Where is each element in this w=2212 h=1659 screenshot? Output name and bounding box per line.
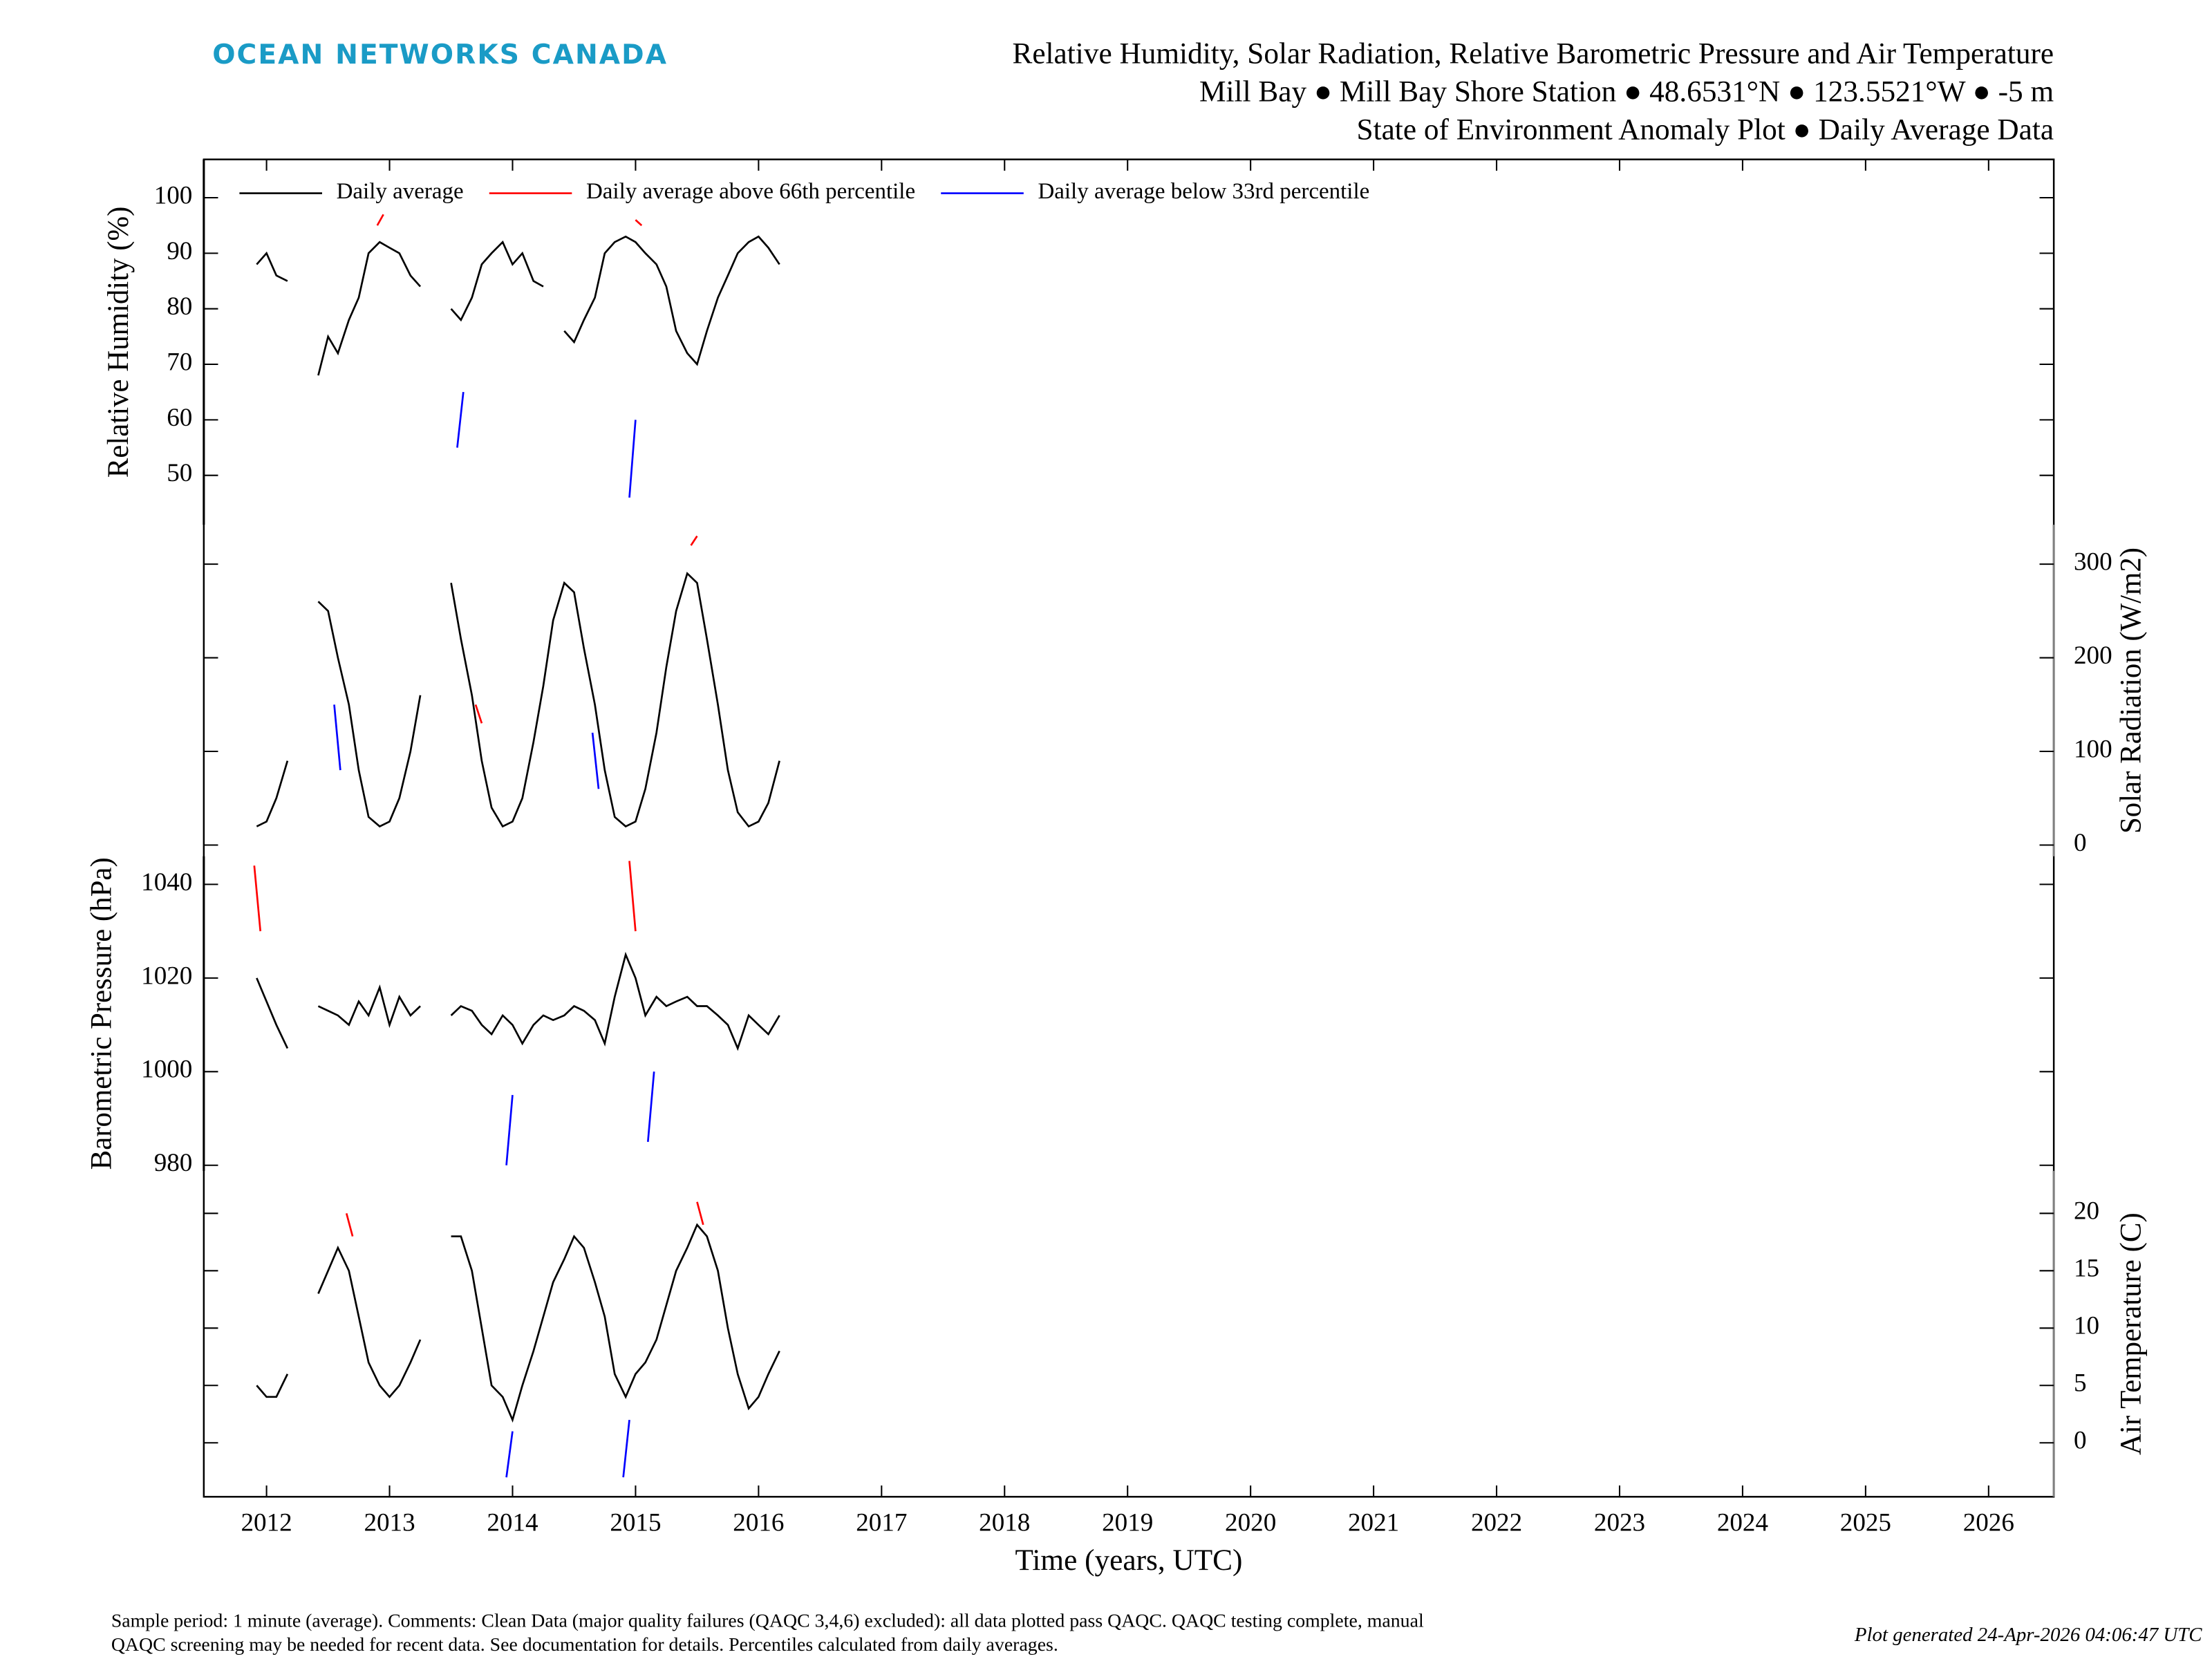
subtitle: State of Environment Anomaly Plot ● Dail… [1357,114,2054,147]
generated-note: Plot generated 24-Apr-2026 04:06:47 UTC [1854,1624,2202,1646]
x-tick-label: 2023 [1594,1508,1645,1537]
series-line [256,572,780,828]
y-tick-label: 10 [2074,1311,2099,1340]
y-tick-label: 980 [154,1148,193,1177]
series-line [256,951,780,1051]
x-tick-label: 2022 [1471,1508,1522,1537]
x-tick-label: 2021 [1348,1508,1399,1537]
x-tick-label: 2025 [1840,1508,1891,1537]
x-tick-label: 2015 [610,1508,661,1537]
x-tick-label: 2012 [241,1508,292,1537]
legend-label: Daily average [337,179,464,204]
y-axis-label: Relative Humidity (%) [102,207,135,478]
x-tick-label: 2020 [1225,1508,1276,1537]
y-tick-label: 200 [2074,641,2112,669]
x-tick-label: 2024 [1717,1508,1768,1537]
footer-note: QAQC screening may be needed for recent … [111,1633,1058,1655]
y-tick-label: 0 [2074,828,2087,856]
legend-label: Daily average above 66th percentile [586,179,915,204]
y-tick-label: 80 [167,292,192,320]
y-tick-label: 5 [2074,1369,2087,1397]
y-tick-label: 60 [167,403,192,431]
x-tick-label: 2019 [1102,1508,1153,1537]
series-line [505,1419,630,1478]
y-tick-label: 15 [2074,1254,2099,1282]
y-axis-label: Solar Radiation (W/m2) [2115,547,2147,834]
subtitle: Mill Bay ● Mill Bay Shore Station ● 48.6… [1199,76,2054,109]
y-tick-label: 0 [2074,1426,2087,1454]
series-line [345,1201,704,1237]
series-line [256,235,780,376]
series-line [376,214,643,227]
y-axis-label: Air Temperature (C) [2115,1212,2147,1455]
x-axis-label: Time (years, UTC) [1015,1544,1242,1577]
x-tick-label: 2014 [487,1508,538,1537]
y-tick-label: 50 [167,458,192,487]
x-tick-label: 2017 [856,1508,907,1537]
series-line [333,704,600,789]
series-line [253,861,637,932]
x-tick-label: 2016 [733,1508,784,1537]
y-tick-label: 100 [154,181,193,209]
y-tick-label: 1040 [141,868,192,896]
y-tick-label: 100 [2074,735,2112,763]
legend-label: Daily average below 33rd percentile [1038,179,1369,204]
series-line [474,535,698,724]
footer-note: Sample period: 1 minute (average). Comme… [111,1609,1424,1631]
y-tick-label: 90 [167,236,192,265]
series-line [505,1071,655,1165]
x-tick-label: 2026 [1963,1508,2014,1537]
series-line [456,391,637,498]
brand: OCEAN NETWORKS CANADA [212,39,668,71]
title: Relative Humidity, Solar Radiation, Rela… [1012,38,2054,71]
y-tick-label: 1020 [141,961,192,989]
y-tick-label: 20 [2074,1197,2099,1225]
x-tick-label: 2013 [364,1508,415,1537]
y-tick-label: 1000 [141,1055,192,1083]
series-line [256,1223,780,1423]
plot-frame [203,158,2055,1498]
y-tick-label: 300 [2074,547,2112,576]
y-axis-label: Barometric Pressure (hPa) [85,857,118,1170]
y-tick-label: 70 [167,348,192,376]
x-tick-label: 2018 [979,1508,1030,1537]
